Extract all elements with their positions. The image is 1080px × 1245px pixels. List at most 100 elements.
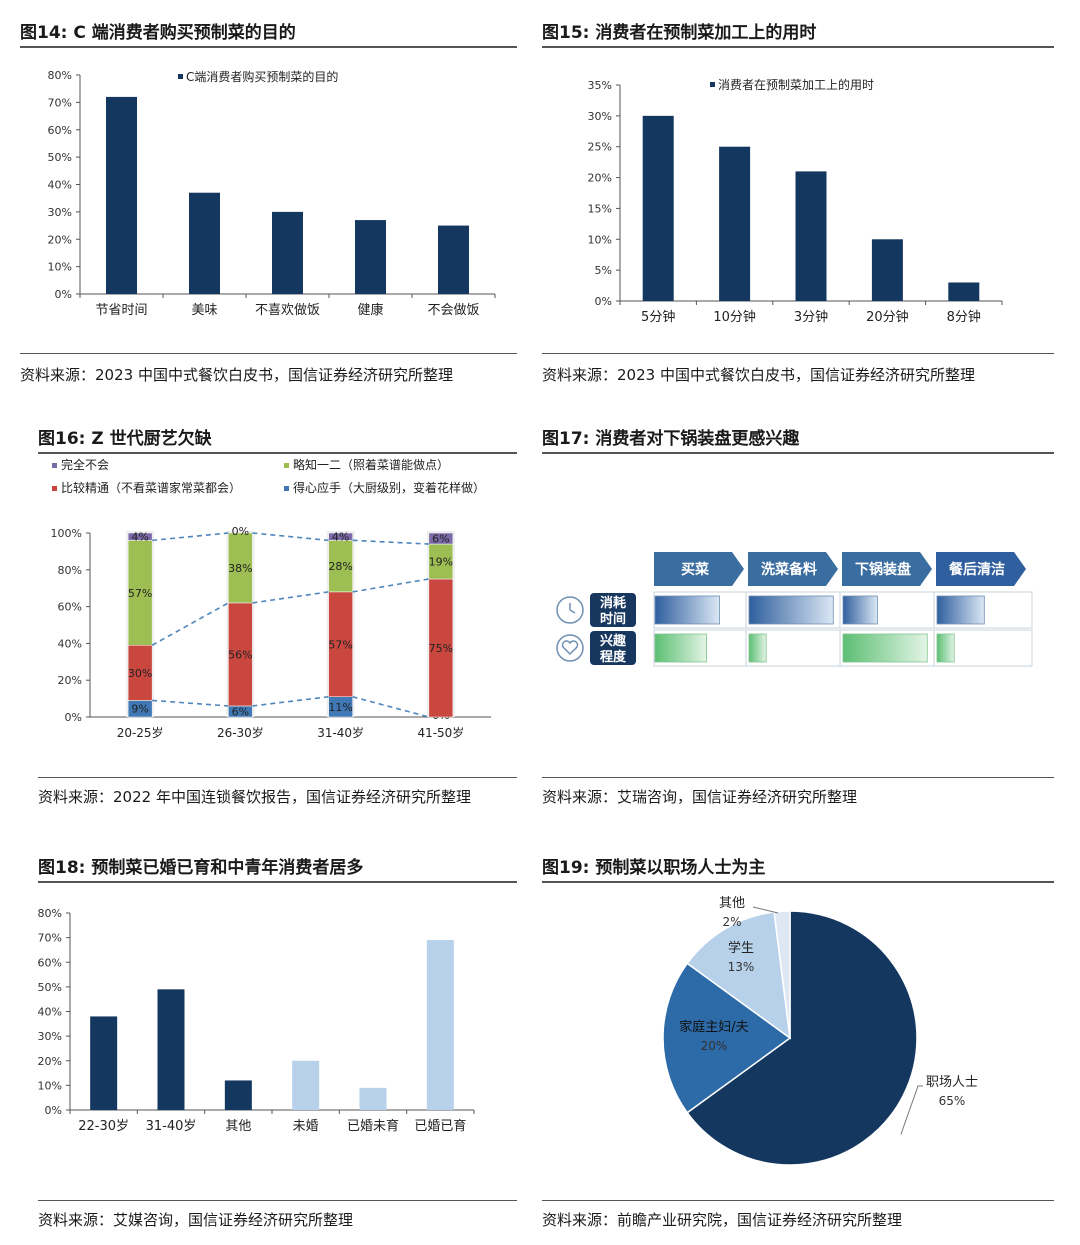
fig18-ytick-label: 50% <box>38 981 62 994</box>
fig17-row-frame <box>653 629 1033 667</box>
fig15-legend-swatch <box>710 82 715 87</box>
fig17-row-label-box <box>590 631 636 665</box>
fig17-level-bar <box>654 595 720 625</box>
fig16-data-label: 6% <box>432 533 449 546</box>
fig16-bar-segment <box>328 532 353 541</box>
fig14-bar <box>106 96 137 295</box>
fig16-connector-line <box>252 591 329 604</box>
fig17-level-bar <box>654 633 707 663</box>
fig15-ytick-label: 30% <box>588 110 612 123</box>
fig17-row-label: 程度 <box>600 649 627 665</box>
fig15-ytick-label: 35% <box>588 79 612 92</box>
fig15-title: 图15: 消费者在预制菜加工上的用时 <box>542 23 817 43</box>
fig17-title: 图17: 消费者对下锅装盘更感兴趣 <box>542 429 800 449</box>
fig15-ytick-label: 20% <box>588 172 612 185</box>
fig18-category-label: 22-30岁 <box>78 1119 129 1134</box>
fig19-slice <box>686 910 918 1166</box>
fig16-data-label: 0% <box>232 525 249 538</box>
fig17-step-label: 下锅装盘 <box>855 561 911 578</box>
fig15-bar <box>642 115 674 301</box>
fig18-ytick-label: 10% <box>38 1079 62 1092</box>
fig16-connector-line <box>152 532 229 542</box>
fig17-level-bar <box>936 633 955 663</box>
fig19-chart: 职场人士 65% 家庭主妇/夫 20% 学生 13% 其他 2% <box>662 896 978 1166</box>
fig16-source: 资料来源：2022 年中国连锁餐饮报告，国信证券经济研究所整理 <box>38 788 471 806</box>
clock-hand <box>569 609 576 614</box>
fig15-chart: 0% 5% 10% 15% 20% 25% 30% 35% 5分钟 10分钟 3分钟 20分钟 8分钟 消… <box>588 77 1003 325</box>
fig17-step-label: 买菜 <box>681 561 710 578</box>
fig15-bar <box>948 282 980 301</box>
fig14-ytick-label: 10% <box>48 261 72 274</box>
fig19-slice-value: 13% <box>728 960 755 974</box>
fig14-ytick-label: 50% <box>48 151 72 164</box>
fig16-data-label: 56% <box>228 648 252 661</box>
fig16-title: 图16: Z 世代厨艺欠缺 <box>38 429 212 449</box>
fig14-bar <box>438 225 469 294</box>
fig16-ytick-label: 40% <box>58 637 82 650</box>
fig15-bar <box>719 146 751 301</box>
fig14-bar <box>272 211 303 294</box>
fig17-source-rule <box>542 777 1054 778</box>
fig15-category-label: 10分钟 <box>713 309 756 325</box>
fig17-row-frame <box>653 591 1033 629</box>
fig14-ytick-label: 70% <box>48 96 72 109</box>
fig19-panel: 图19: 预制菜以职场人士为主 职场人士 65% 家庭主妇/夫 20% 学生 13% 其他 2… <box>542 853 1054 1238</box>
fig19-slice-value: 65% <box>939 1094 966 1108</box>
fig15-category-label: 8分钟 <box>947 309 981 325</box>
fig16-connector-line <box>352 695 430 718</box>
fig18-bar <box>90 1016 118 1110</box>
fig15-legend-label: 消费者在预制菜加工上的用时 <box>718 77 874 92</box>
fig17-step-label: 洗菜备料 <box>761 561 817 578</box>
fig19-slice <box>662 962 792 1114</box>
fig16-legend-swatch <box>52 463 57 468</box>
fig14-category-label: 不喜欢做饭 <box>255 303 320 318</box>
fig17-source: 资料来源：艾瑞咨询，国信证券经济研究所整理 <box>542 788 858 806</box>
fig17-level-bar <box>748 595 834 625</box>
fig14-ytick-label: 0% <box>55 288 72 301</box>
fig16-bar-segment <box>228 532 253 604</box>
fig14-legend-label: C端消费者购买预制菜的目的 <box>186 69 338 84</box>
fig16-bar-segment <box>428 543 454 580</box>
fig18-ytick-label: 70% <box>38 932 62 945</box>
fig16-connector-line <box>151 602 229 646</box>
fig16-legend-swatch <box>52 486 57 491</box>
fig19-slice-value: 2% <box>722 915 741 929</box>
fig16-data-label: 57% <box>328 638 352 651</box>
fig19-slice-label: 其他 <box>719 896 745 911</box>
fig18-ytick-label: 40% <box>38 1006 62 1019</box>
fig16-bar-segment <box>127 644 153 701</box>
fig17-step-arrow <box>748 552 838 586</box>
fig16-data-label: 57% <box>128 587 152 600</box>
fig14-category-label: 美味 <box>191 303 217 318</box>
fig17-row-label-box <box>590 593 636 627</box>
heart-icon <box>556 634 584 662</box>
fig14-category-label: 不会做饭 <box>427 303 479 318</box>
fig16-legend-label: 完全不会 <box>61 457 109 472</box>
fig16-legend-label: 略知一二（照着菜谱能做点） <box>293 457 449 472</box>
fig16-data-label: 19% <box>429 556 453 569</box>
fig14-panel: 图14: C 端消费者购买预制菜的目的 0% 10% 20% 30% 40% 50% 60%… <box>20 18 517 390</box>
fig15-bar <box>795 171 827 301</box>
fig14-bar <box>355 220 386 294</box>
fig16-bar-segment <box>127 532 153 541</box>
fig19-slice <box>686 911 791 1040</box>
fig15-panel: 图15: 消费者在预制菜加工上的用时 0% 5% 10% 15% 20% 25% 30% 35… <box>542 18 1054 390</box>
fig15-ytick-label: 5% <box>595 264 612 277</box>
fig17-level-bar <box>842 633 928 663</box>
fig17-row-label: 消耗 <box>600 595 626 611</box>
fig18-title: 图18: 预制菜已婚已育和中青年消费者居多 <box>38 858 364 878</box>
fig16-connector-line <box>252 532 329 542</box>
fig16-chart: 完全不会 略知一二（照着菜谱能做点） 比较精通（不看菜谱家常菜都会） 得心应手（大厨级… <box>51 457 491 740</box>
fig16-title-rule <box>38 452 517 454</box>
fig18-source: 资料来源：艾媒咨询，国信证券经济研究所整理 <box>38 1211 354 1229</box>
fig18-category-label: 已婚已育 <box>414 1118 466 1134</box>
fig18-bar <box>157 989 185 1110</box>
fig16-legend-label: 得心应手（大厨级别，变着花样做） <box>293 480 485 495</box>
fig16-data-label: 30% <box>128 667 152 680</box>
fig17-row-label: 兴趣 <box>600 633 627 649</box>
fig16-ytick-label: 0% <box>65 711 82 724</box>
fig19-leader-line <box>900 1085 923 1135</box>
fig18-category-label: 31-40岁 <box>146 1119 197 1134</box>
fig18-ytick-label: 80% <box>38 907 62 920</box>
fig16-category-label: 20-25岁 <box>117 725 164 740</box>
